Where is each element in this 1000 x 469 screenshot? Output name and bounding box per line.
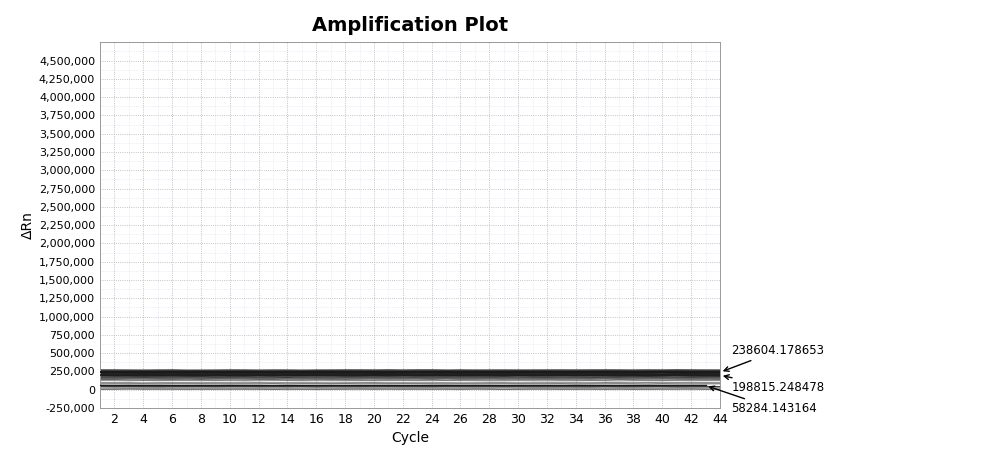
X-axis label: Cycle: Cycle xyxy=(391,431,429,446)
Text: 238604.178653: 238604.178653 xyxy=(724,344,825,371)
Title: Amplification Plot: Amplification Plot xyxy=(312,16,508,35)
Text: 58284.143164: 58284.143164 xyxy=(710,386,817,416)
Text: 198815.248478: 198815.248478 xyxy=(724,375,825,394)
Y-axis label: ΔRn: ΔRn xyxy=(21,211,35,239)
